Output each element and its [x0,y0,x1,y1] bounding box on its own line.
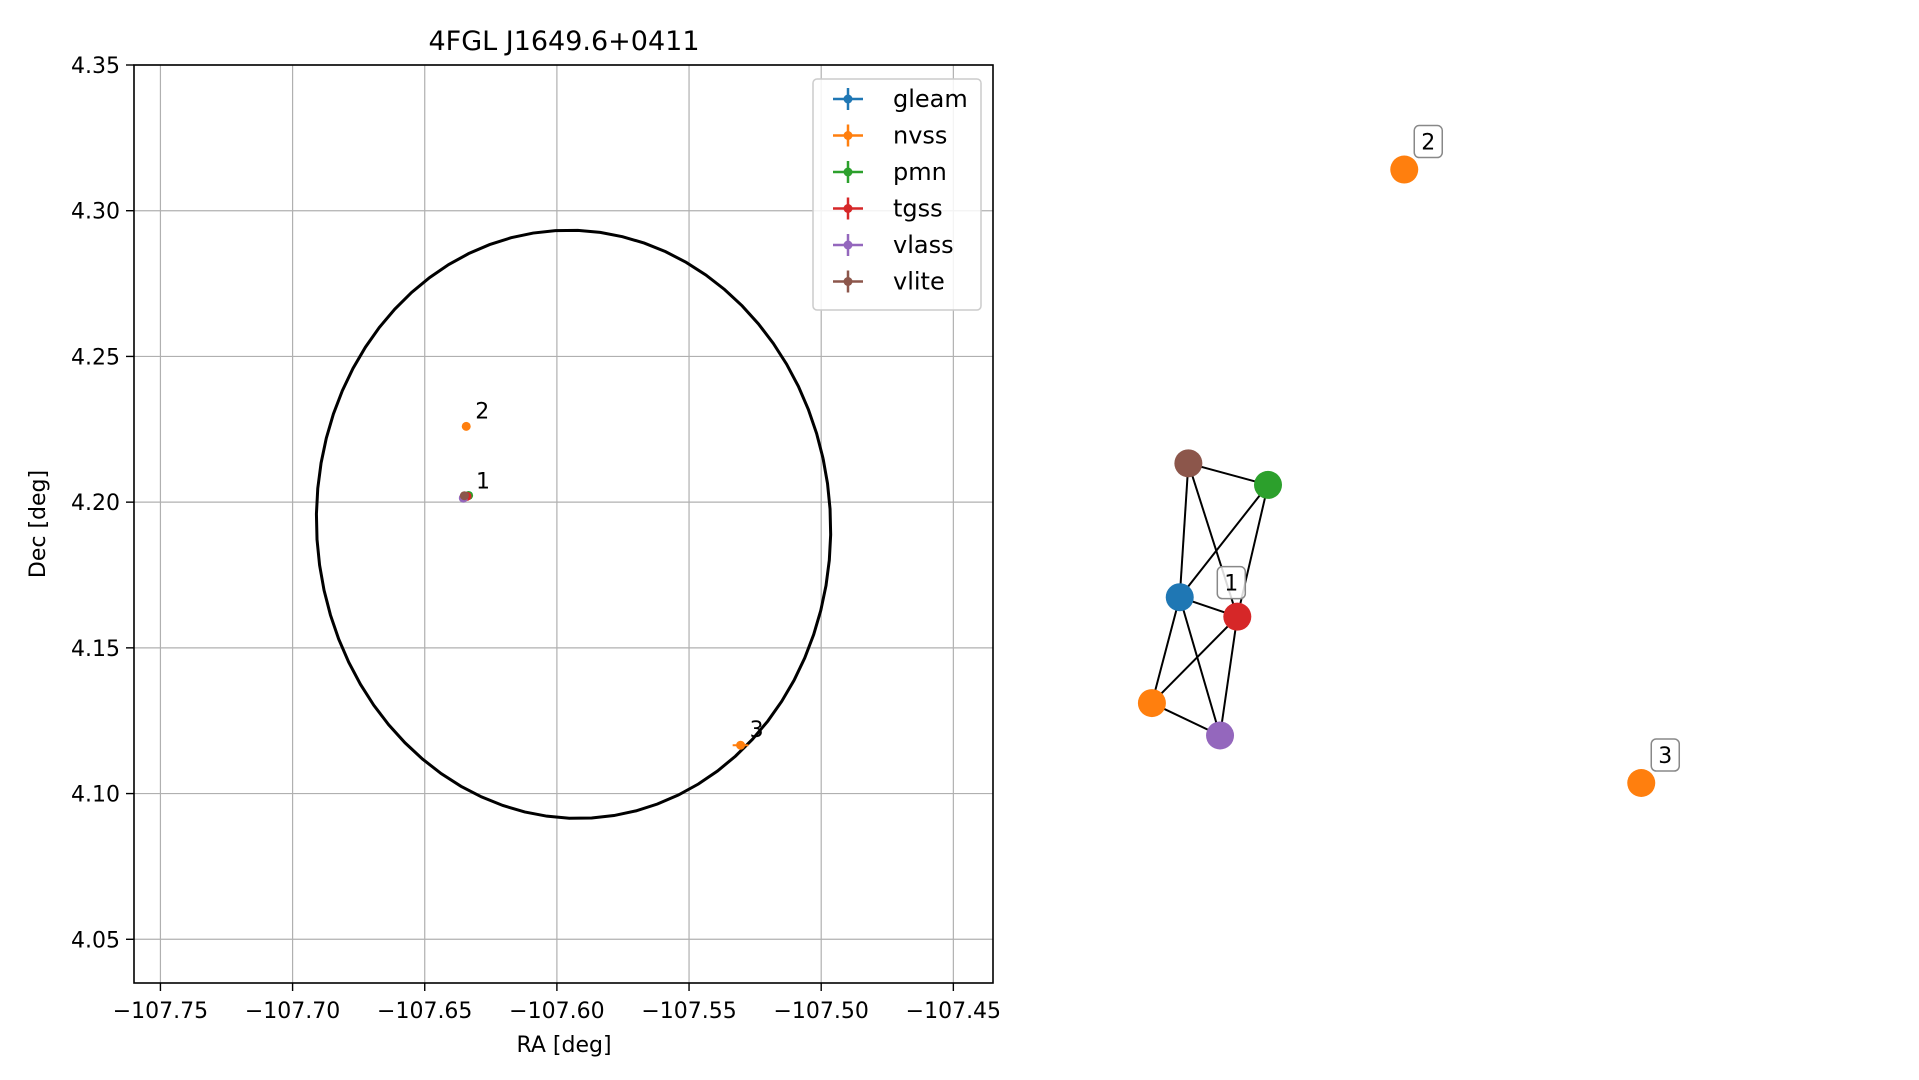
y-axis-ticks: 4.05 4.10 4.15 4.20 4.25 4.30 4.35 [71,54,134,953]
plot-frame [133,64,994,984]
network-node-label: 3 [1650,738,1681,772]
y-tick-label: 4.15 [71,637,120,662]
legend-label: pmn [893,158,947,186]
y-tick-label: 4.30 [71,200,120,225]
node-label-box [1413,124,1444,159]
scatter-panel: 4FGL J1649.6+0411 123 −107.75 −107.70 −107… [26,26,1001,1058]
x-axis-ticks: −107.75 −107.70 −107.65 −107.60 −107.55 −107.… [113,983,1001,1024]
x-tick-label: −107.60 [509,999,604,1024]
legend-marker [843,277,853,286]
legend-label: vlite [893,268,945,296]
network-node-pmn [1254,470,1283,499]
x-tick-label: −107.75 [113,999,208,1024]
legend-marker [843,204,853,213]
chart-title: 4FGL J1649.6+0411 [428,26,699,57]
legend-label: nvss [893,122,947,150]
node-label-box [1650,738,1681,772]
network-node-gleam [1165,583,1194,612]
legend-marker [843,94,853,104]
network-panel: 1 2 3 [1137,124,1681,797]
network-nodes [1137,155,1656,797]
annotation-layer: 1 2 3 [475,399,763,743]
network-node-nvss-2 [1390,155,1419,184]
point-marker [459,491,469,501]
y-tick-label: 4.25 [71,345,120,370]
network-node-nvss-3 [1627,769,1656,797]
y-tick-label: 4.20 [71,491,120,516]
legend: gleam nvss pmn tgss vlass vlite [812,78,982,311]
y-axis-label: Dec [deg] [26,470,51,578]
network-node-labels: 1 2 3 [1216,124,1681,772]
network-node-nvss-1 [1137,689,1166,718]
network-node-vlite [1174,449,1203,478]
legend-label: vlass [893,231,954,259]
network-node-vlass [1206,721,1235,750]
y-tick-label: 4.35 [71,54,120,79]
annotation-label: 3 [750,718,764,743]
network-node-label: 2 [1413,124,1444,159]
network-edge [1178,596,1221,736]
point-nvss [732,740,749,750]
point-nvss [461,421,471,431]
legend-entry-tgss: tgss [833,195,943,223]
network-edge [1219,616,1239,736]
legend-label: tgss [893,195,943,223]
legend-marker [843,167,853,177]
x-tick-label: −107.45 [906,999,1001,1024]
node-label-text: 2 [1421,131,1435,156]
localization-ellipse-layer [314,228,833,820]
x-tick-label: −107.50 [773,999,868,1024]
x-axis-label: RA [deg] [516,1033,611,1058]
network-edge [1150,596,1181,704]
point-marker [736,740,746,750]
node-label-text: 1 [1224,572,1238,597]
network-edge [1151,615,1239,704]
annotation-label: 2 [475,399,489,424]
node-label-box [1216,565,1247,600]
legend-entry-gleam: gleam [833,85,968,113]
legend-entry-nvss: nvss [833,122,947,150]
annotation-label: 1 [476,469,490,494]
legend-marker [843,131,853,140]
legend-label: gleam [893,85,968,113]
node-label-text: 3 [1658,744,1672,769]
network-edge [1178,484,1269,598]
legend-entry-vlite: vlite [833,268,945,296]
network-edge [1178,463,1190,598]
data-points-layer [458,421,749,750]
network-node-label: 1 [1216,565,1247,600]
point-marker [461,421,471,431]
legend-entry-pmn: pmn [833,158,947,186]
localization-ellipse [314,228,833,820]
x-tick-label: −107.70 [245,999,340,1024]
legend-marker [843,240,853,250]
y-tick-label: 4.05 [71,928,120,953]
x-tick-label: −107.65 [377,999,472,1024]
y-tick-label: 4.10 [71,783,120,808]
x-tick-label: −107.55 [641,999,736,1024]
point-vlite [459,491,469,501]
legend-entry-vlass: vlass [833,231,954,259]
network-node-tgss [1223,602,1252,631]
